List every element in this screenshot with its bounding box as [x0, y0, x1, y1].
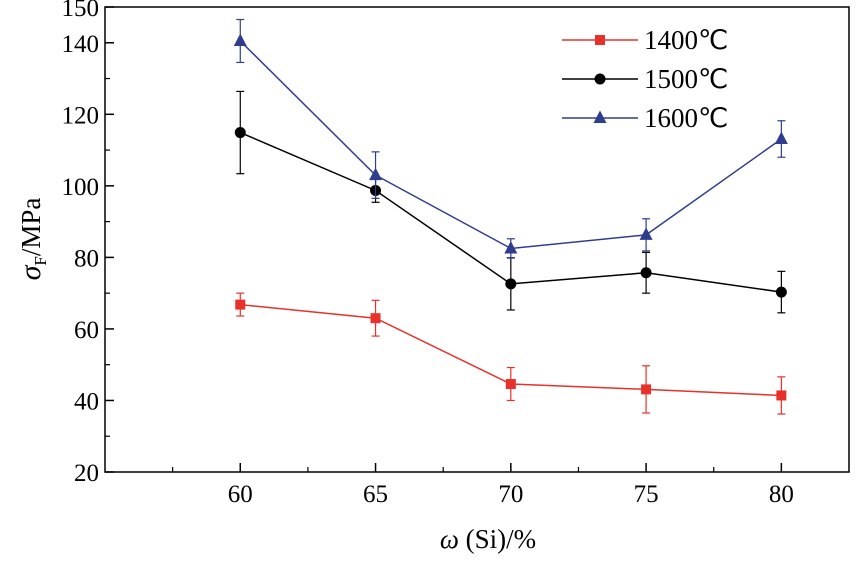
series-layer: [233, 18, 788, 415]
legend-marker: [595, 35, 605, 45]
data-point: [505, 379, 516, 390]
y-tick-label: 100: [62, 174, 100, 201]
legend-marker: [593, 110, 607, 124]
y-tick-label: 40: [74, 388, 99, 415]
legend-item: 1600℃: [562, 103, 728, 133]
series-triangle: [233, 18, 788, 259]
y-tick-label: 120: [62, 102, 100, 129]
data-point: [640, 267, 652, 279]
plot-frame: [104, 6, 850, 473]
data-point: [639, 227, 653, 240]
series-square: [235, 292, 787, 415]
data-point: [235, 299, 246, 310]
x-axis-label: ω (Si)/%: [440, 524, 536, 554]
data-point: [774, 131, 788, 145]
legend-item: 1500℃: [562, 64, 728, 94]
legend-item: 1400℃: [562, 25, 728, 55]
data-point: [370, 313, 381, 324]
y-tick-label: 80: [74, 245, 99, 272]
data-point: [504, 241, 518, 254]
data-point: [776, 390, 787, 401]
legend-marker: [594, 73, 606, 85]
data-point: [234, 127, 246, 139]
legend: 1400℃ 1500℃ 1600℃: [562, 25, 728, 133]
data-point: [233, 33, 247, 47]
x-tick-label: 60: [228, 481, 253, 508]
legend-label: 1500℃: [644, 64, 728, 94]
data-point: [641, 384, 652, 395]
y-tick-label: 60: [74, 317, 99, 344]
x-tick-label: 70: [498, 481, 523, 508]
y-axis-label: σF/MPa: [14, 198, 50, 281]
y-tick-label: 20: [74, 460, 99, 487]
x-tick-label: 80: [769, 481, 794, 508]
axes: 60 65 70 75 80 20 40 60 80 100 120 140 150: [62, 0, 794, 508]
data-point: [775, 286, 787, 298]
data-point: [369, 167, 383, 181]
x-tick-label: 65: [363, 481, 388, 508]
y-tick-label: 140: [62, 31, 100, 58]
x-tick-label: 75: [634, 481, 659, 508]
legend-label: 1600℃: [644, 103, 728, 133]
y-tick-label: 150: [62, 0, 100, 22]
data-point: [505, 278, 517, 290]
legend-label: 1400℃: [644, 25, 728, 55]
